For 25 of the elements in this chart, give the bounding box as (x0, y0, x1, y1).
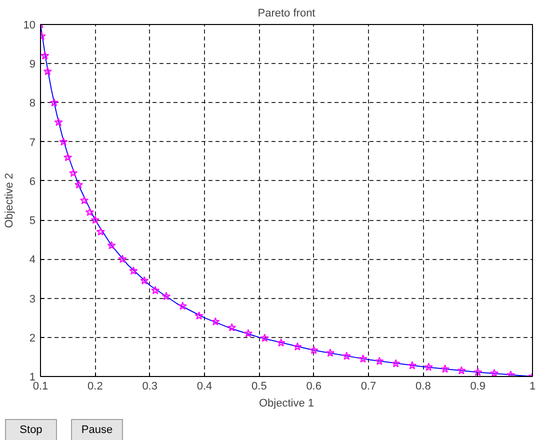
y-tick-label: 5 (29, 215, 36, 228)
x-tick-label: 1 (529, 380, 536, 392)
chart-title: Pareto front (258, 8, 316, 20)
y-tick-label: 8 (29, 98, 36, 110)
x-tick-label: 0.5 (252, 380, 267, 392)
y-tick-label: 4 (29, 254, 36, 266)
x-tick-label: 0.3 (142, 380, 158, 392)
y-tick-label: 1 (29, 372, 36, 384)
x-tick-label: 0.1 (32, 380, 48, 392)
y-tick-label: 3 (29, 293, 36, 306)
x-tick-label: 0.7 (360, 380, 376, 392)
x-tick-label: 0.4 (196, 380, 212, 392)
text: Pause (81, 423, 113, 438)
y-tick-label: 2 (29, 332, 36, 344)
x-axis-title: Objective 1 (258, 398, 314, 410)
y-tick-label: 6 (29, 176, 36, 188)
y-tick-label: 7 (29, 136, 36, 149)
y-tick-label: 10 (23, 20, 36, 32)
x-tick-label: 0.9 (470, 380, 486, 392)
text: Stop (20, 423, 42, 438)
x-tick-label: 0.8 (416, 380, 431, 392)
y-tick-label: 9 (29, 58, 36, 71)
x-tick-label: 0.6 (306, 380, 322, 392)
y-axis-title: Objective 2 (3, 172, 16, 228)
x-tick-label: 0.2 (88, 380, 103, 392)
